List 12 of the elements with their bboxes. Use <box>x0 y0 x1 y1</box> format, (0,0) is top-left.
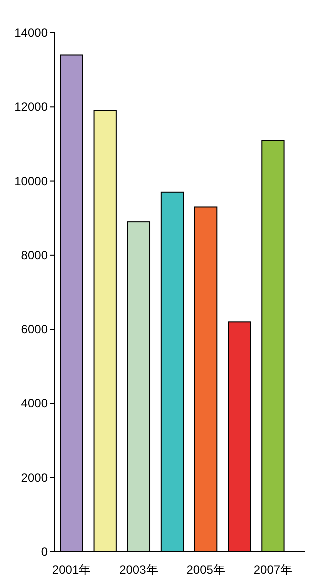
y-tick-label: 12000 <box>14 100 48 114</box>
y-tick-label: 10000 <box>14 174 48 188</box>
y-tick-label: 8000 <box>21 248 48 262</box>
x-tick-label: 2003年 <box>120 563 158 577</box>
y-tick-label: 14000 <box>14 26 48 40</box>
x-tick-label: 2001年 <box>52 563 92 577</box>
y-tick-label: 0 <box>41 545 48 559</box>
y-tick-label: 2000 <box>21 470 48 485</box>
x-tick-label: 2007年 <box>254 563 293 577</box>
y-tick-label: 6000 <box>21 322 48 337</box>
y-tick-label: 4000 <box>21 396 48 411</box>
x-tick-label: 2005年 <box>186 563 226 577</box>
